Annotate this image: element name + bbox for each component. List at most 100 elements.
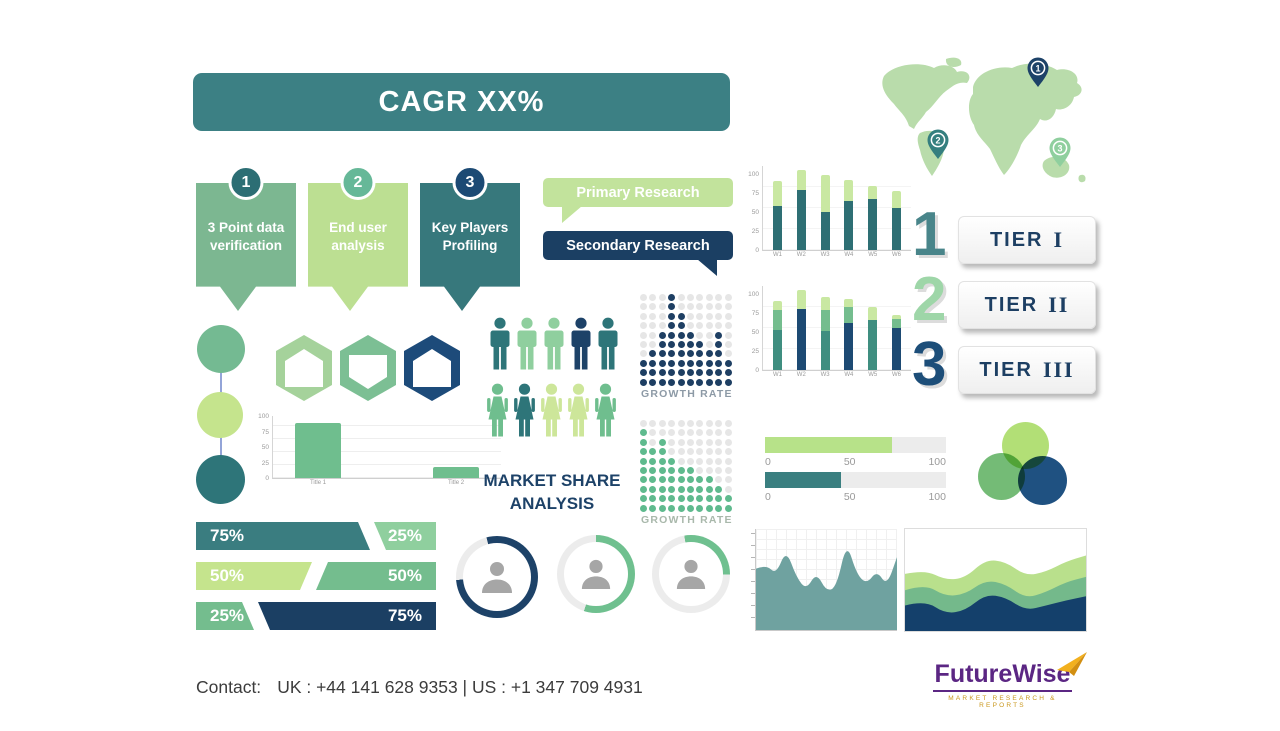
dot bbox=[724, 448, 732, 456]
progress-tick: 50 bbox=[843, 491, 856, 503]
dot bbox=[686, 294, 694, 301]
bar-column: W1 bbox=[773, 301, 782, 378]
y-tick: 25 bbox=[261, 459, 269, 467]
bar-segment bbox=[891, 315, 901, 319]
dot bbox=[677, 322, 685, 330]
percent-segment-left bbox=[196, 522, 370, 550]
progress-bar-2 bbox=[765, 472, 946, 488]
person-male-icon bbox=[598, 317, 618, 370]
y-tick: 25 bbox=[751, 227, 759, 235]
dot bbox=[686, 485, 694, 493]
stacked-bar bbox=[844, 299, 854, 370]
dot bbox=[640, 303, 647, 311]
dot bbox=[677, 429, 685, 437]
dot bbox=[696, 312, 704, 320]
person-female-icon bbox=[487, 383, 508, 437]
tier-number: 3 bbox=[912, 330, 947, 399]
dot bbox=[649, 312, 657, 320]
progress-ticks-2: 0 50 100 bbox=[765, 491, 946, 503]
bar-segment bbox=[796, 169, 806, 191]
chain-circle-3 bbox=[196, 455, 245, 504]
dot bbox=[696, 378, 704, 386]
dot bbox=[668, 312, 676, 320]
progress-fill bbox=[765, 472, 842, 488]
x-tick: W4 bbox=[844, 252, 854, 258]
person-donut-3 bbox=[652, 535, 730, 613]
dot bbox=[715, 495, 723, 503]
dot bbox=[658, 504, 666, 512]
dot bbox=[668, 495, 676, 503]
continent-shapes bbox=[882, 57, 1086, 183]
ribbon-label: 3 Point data verification bbox=[196, 183, 296, 311]
dot bbox=[686, 359, 694, 367]
dot bbox=[668, 448, 676, 456]
bar-segment bbox=[891, 328, 901, 370]
person-female-icon bbox=[541, 383, 562, 437]
stacked-bar bbox=[868, 307, 878, 370]
dot bbox=[724, 359, 732, 367]
dot bbox=[668, 350, 676, 358]
dot bbox=[696, 369, 704, 377]
stacked-bar bbox=[820, 175, 830, 250]
bar-segment bbox=[820, 331, 830, 370]
dot bbox=[696, 331, 704, 339]
dot bbox=[649, 504, 657, 512]
dot bbox=[668, 438, 676, 446]
dot bbox=[649, 340, 657, 348]
stacked-bar bbox=[868, 185, 878, 250]
svg-text:2: 2 bbox=[935, 136, 940, 146]
dot bbox=[705, 294, 713, 301]
x-tick: W5 bbox=[868, 252, 878, 258]
tier-card: TIER III bbox=[958, 346, 1096, 394]
dot bbox=[715, 303, 723, 311]
bar-column: Title 1 bbox=[295, 423, 341, 486]
person-male-icon bbox=[490, 317, 510, 370]
dot bbox=[696, 340, 704, 348]
tier-number: 2 bbox=[912, 265, 947, 334]
dot bbox=[640, 420, 647, 427]
dot bbox=[715, 485, 723, 493]
dot bbox=[724, 466, 732, 474]
dot bbox=[640, 331, 647, 339]
dot bbox=[668, 476, 676, 484]
logo-text: FutureWise bbox=[934, 660, 1071, 688]
bar-column: W2 bbox=[796, 289, 806, 378]
contact-phones: UK : +44 141 628 9353 | US : +1 347 709 … bbox=[277, 677, 643, 697]
dot bbox=[640, 359, 647, 367]
dot bbox=[649, 378, 657, 386]
dot bbox=[677, 466, 685, 474]
dot bbox=[649, 466, 657, 474]
dot bbox=[668, 429, 676, 437]
dot bbox=[705, 303, 713, 311]
percent-row: 25% 75% bbox=[196, 602, 436, 630]
bar-segment bbox=[868, 185, 878, 199]
plot-area: W1 W2 W3 W4 W5 W6 bbox=[762, 286, 911, 378]
dot bbox=[640, 312, 647, 320]
dot bbox=[649, 495, 657, 503]
person-female-icon bbox=[595, 383, 616, 437]
dot bbox=[649, 294, 657, 301]
dot bbox=[677, 457, 685, 465]
dot bbox=[686, 448, 694, 456]
bar-segment bbox=[844, 201, 854, 250]
x-tick: W6 bbox=[891, 372, 901, 378]
y-tick: 100 bbox=[258, 413, 269, 420]
dot bbox=[677, 495, 685, 503]
dot bbox=[705, 378, 713, 386]
dot bbox=[705, 485, 713, 493]
x-tick: W1 bbox=[773, 252, 782, 258]
percent-row: 50% 50% bbox=[196, 562, 436, 590]
paper-plane-icon bbox=[1057, 652, 1088, 676]
dot bbox=[724, 369, 732, 377]
dot bbox=[677, 420, 685, 427]
y-axis: 0 25 50 75 100 bbox=[746, 167, 762, 254]
dot bbox=[668, 420, 676, 427]
y-tick: 100 bbox=[748, 290, 759, 298]
category-bar-chart: 0 25 50 75 100 Title 1 Title 2 bbox=[256, 413, 501, 486]
percent-segment-left bbox=[196, 562, 312, 590]
people-row-female bbox=[484, 383, 619, 439]
dot bbox=[640, 466, 647, 474]
dot bbox=[658, 448, 666, 456]
dot bbox=[696, 438, 704, 446]
